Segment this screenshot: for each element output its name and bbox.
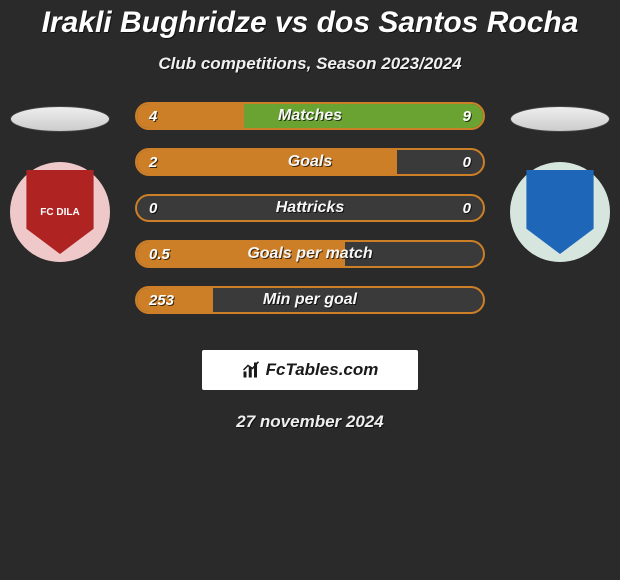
- page-title: Irakli Bughridze vs dos Santos Rocha: [0, 0, 620, 40]
- player-right-photo-placeholder: [510, 106, 610, 132]
- stat-value-right: 0: [421, 154, 471, 171]
- team-left-badge: FC DILA: [10, 162, 110, 262]
- subtitle: Club competitions, Season 2023/2024: [0, 54, 620, 74]
- stat-value-left: 0: [149, 200, 199, 217]
- player-right-column: [500, 102, 620, 262]
- stat-row: 0.5Goals per match: [135, 240, 485, 268]
- compare-area: FC DILA 4Matches92Goals00Hattricks00.5Go…: [0, 102, 620, 342]
- stat-value-right: 9: [421, 108, 471, 125]
- watermark-text: FcTables.com: [266, 360, 379, 380]
- stat-row: 0Hattricks0: [135, 194, 485, 222]
- player-left-column: FC DILA: [0, 102, 120, 262]
- player-left-photo-placeholder: [10, 106, 110, 132]
- stat-label: Goals: [199, 153, 421, 171]
- stat-row: 4Matches9: [135, 102, 485, 130]
- watermark: FcTables.com: [202, 350, 418, 390]
- stat-value-left: 0.5: [149, 246, 199, 263]
- stat-label: Goals per match: [199, 245, 421, 263]
- stats-list: 4Matches92Goals00Hattricks00.5Goals per …: [135, 102, 485, 332]
- stat-row: 2Goals0: [135, 148, 485, 176]
- stat-label: Matches: [199, 107, 421, 125]
- stat-value-left: 2: [149, 154, 199, 171]
- stat-row: 253Min per goal: [135, 286, 485, 314]
- team-right-badge-label: [518, 170, 602, 254]
- date-label: 27 november 2024: [0, 412, 620, 432]
- stat-value-right: 0: [421, 200, 471, 217]
- team-left-badge-label: FC DILA: [18, 170, 102, 254]
- stat-value-left: 4: [149, 108, 199, 125]
- stat-label: Min per goal: [199, 291, 421, 309]
- stat-label: Hattricks: [199, 199, 421, 217]
- team-right-badge: [510, 162, 610, 262]
- bar-chart-icon: [242, 361, 260, 379]
- stat-value-left: 253: [149, 292, 199, 309]
